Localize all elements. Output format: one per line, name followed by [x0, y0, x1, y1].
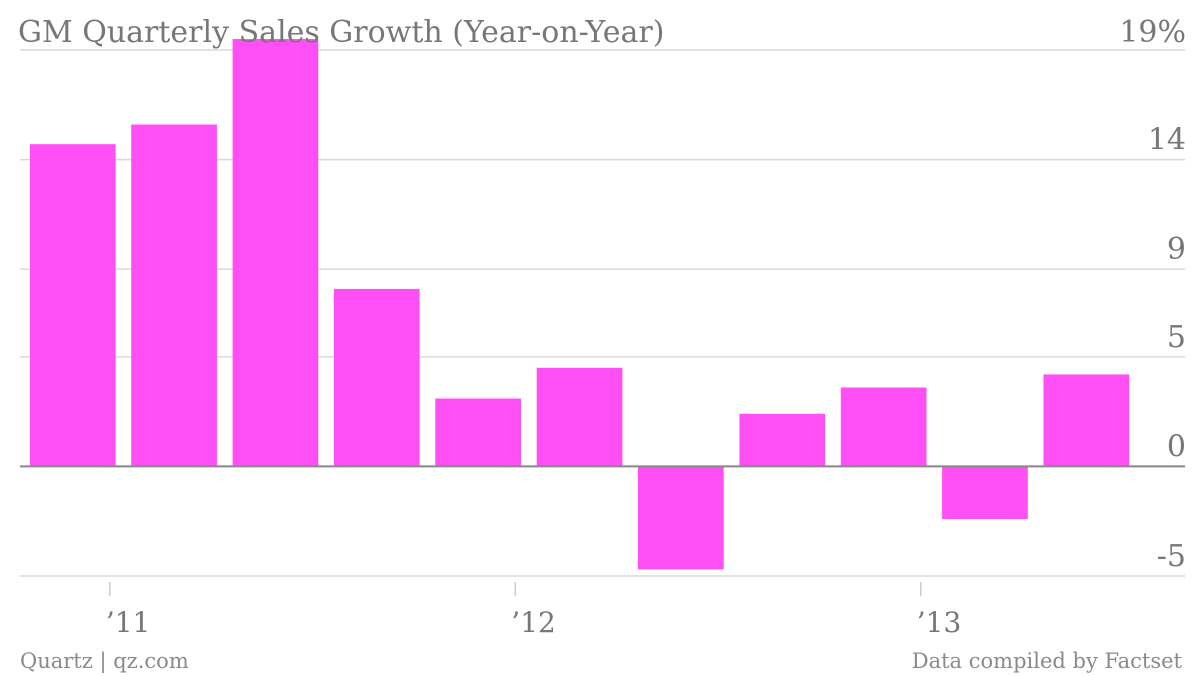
x-tick-label: ’11: [106, 606, 151, 639]
bar: [840, 387, 927, 467]
x-axis-tick-labels: ’11 ’12 ’13: [106, 582, 961, 639]
source-credit: Quartz | qz.com: [20, 649, 189, 674]
bar: [131, 124, 217, 467]
bar: [1043, 374, 1130, 467]
data-source-note: Data compiled by Factset: [912, 649, 1183, 673]
bar: [29, 144, 116, 467]
y-tick-label: 19%: [1119, 15, 1186, 50]
bars: [29, 39, 1130, 570]
bar: [536, 367, 623, 467]
bar: [435, 398, 521, 467]
y-tick-label: -5: [1157, 539, 1186, 574]
bar: [232, 39, 319, 467]
y-tick-label: 5: [1167, 320, 1186, 355]
x-tick-label: ’13: [917, 606, 962, 639]
bar: [739, 413, 826, 467]
y-axis-tick-labels: 19% 14 9 5 0 -5: [1119, 15, 1186, 574]
y-tick-label: 0: [1167, 429, 1186, 464]
chart-title: GM Quarterly Sales Growth (Year-on-Year): [18, 15, 664, 50]
y-tick-label: 14: [1148, 123, 1186, 158]
bar: [333, 288, 420, 467]
bar: [942, 466, 1028, 519]
bar: [638, 466, 724, 570]
y-tick-label: 9: [1167, 232, 1186, 267]
x-tick-label: ’12: [511, 606, 556, 639]
